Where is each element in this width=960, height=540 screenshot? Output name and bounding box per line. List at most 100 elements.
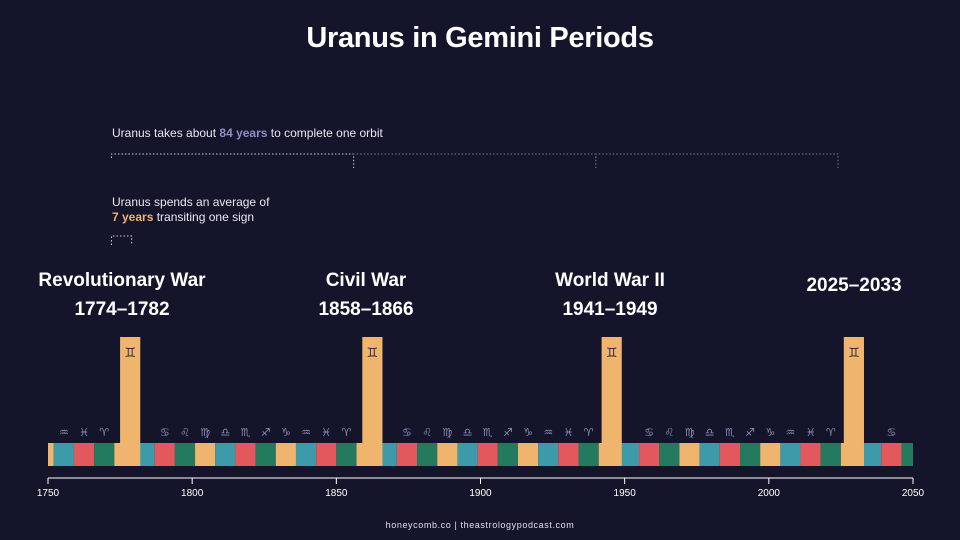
event-label-world-war-ii: World War II 1941–1949 [500, 269, 720, 322]
zodiac-sign-icon: ♎ [705, 426, 715, 439]
sign-segment [780, 443, 801, 466]
gemini-period-bar [362, 337, 383, 466]
zodiac-sign-icon: ♓ [564, 426, 574, 439]
sign-segment [760, 443, 781, 466]
gemini-icon: ♊ [367, 346, 379, 361]
orbit-note-suffix: to complete one orbit [267, 126, 383, 140]
sign-segment [861, 443, 882, 466]
event-years: 2025–2033 [806, 275, 902, 296]
zodiac-sign-icon: ♍ [685, 426, 695, 439]
sign-segment [881, 443, 902, 466]
zodiac-sign-icon: ♐ [261, 426, 271, 439]
zodiac-sign-icon: ♍ [200, 426, 210, 439]
sign-segment [437, 443, 458, 466]
page-title: Uranus in Gemini Periods [306, 22, 654, 54]
axis-tick-label: 1900 [469, 488, 492, 499]
zodiac-sign-icon: ♎ [463, 426, 473, 439]
zodiac-sign-icon: ♒ [301, 426, 311, 439]
sign-segment [457, 443, 478, 466]
sign-note: Uranus spends an average of 7 years tran… [112, 195, 269, 225]
sign-note-line1: Uranus spends an average of [112, 195, 270, 209]
sign-segment [558, 443, 579, 466]
sign-segment [639, 443, 660, 466]
sign-segment [94, 443, 115, 466]
sign-segment [618, 443, 640, 466]
zodiac-sign-icon: ♋ [886, 426, 896, 439]
sign-segment [336, 443, 357, 466]
sign-segment [48, 443, 54, 466]
zodiac-sign-icon: ♑ [765, 426, 775, 439]
zodiac-sign-icon: ♒ [543, 426, 553, 439]
zodiac-sign-icon: ♎ [220, 426, 230, 439]
zodiac-sign-icon: ♐ [503, 426, 513, 439]
zodiac-sign-icon: ♓ [321, 426, 331, 439]
gemini-icon: ♊ [848, 346, 860, 361]
event-years: 1774–1782 [74, 299, 170, 320]
sign-segment [538, 443, 559, 466]
footer-credits: honeycomb.co | theastrologypodcast.com [385, 520, 575, 530]
zodiac-sign-icon: ♑ [281, 426, 291, 439]
sign-segment [578, 443, 599, 466]
zodiac-sign-icon: ♍ [442, 426, 452, 439]
zodiac-sign-icon: ♋ [402, 426, 412, 439]
sign-note-suffix: transiting one sign [153, 210, 255, 224]
gemini-period-bar [120, 337, 141, 466]
gemini-period-bar [843, 337, 864, 466]
gemini-period-bar [601, 337, 622, 466]
sign-bracket [110, 235, 133, 245]
zodiac-sign-icon: ♓ [806, 426, 816, 439]
sign-segment [195, 443, 216, 466]
sign-segment [901, 443, 913, 466]
axis-tick-label: 1750 [37, 488, 60, 499]
event-name: Revolutionary War [38, 270, 206, 291]
sign-segment [154, 443, 175, 466]
orbit-bracket [110, 153, 355, 168]
sign-segment [517, 443, 539, 466]
sign-segment [477, 443, 498, 466]
zodiac-sign-icon: ♈ [341, 426, 351, 439]
sign-segment [215, 443, 236, 466]
zodiac-sign-icon: ♌ [180, 426, 190, 439]
zodiac-sign-icon: ♈ [826, 426, 836, 439]
sign-segment [659, 443, 680, 466]
orbit-bracket [353, 153, 597, 168]
zodiac-sign-icon: ♋ [644, 426, 654, 439]
sign-segment [275, 443, 296, 466]
event-name: World War II [555, 270, 665, 291]
sign-segment [699, 443, 720, 466]
event-name: Civil War [325, 270, 407, 291]
sign-segment [235, 443, 256, 466]
zodiac-sign-icon: ♒ [59, 426, 69, 439]
gemini-icon: ♊ [124, 346, 136, 361]
zodiac-sign-icon: ♏ [483, 426, 493, 439]
event-label-future: 2025–2033 [744, 269, 960, 298]
orbit-note-highlight: 84 years [219, 126, 268, 140]
zodiac-sign-icon: ♑ [523, 426, 533, 439]
axis-tick-label: 1950 [614, 488, 637, 499]
zodiac-sign-icon: ♋ [160, 426, 170, 439]
gemini-icon: ♊ [606, 346, 618, 361]
event-years: 1858–1866 [318, 299, 414, 320]
axis-tick-label: 1800 [181, 488, 204, 499]
event-label-revolutionary-war: Revolutionary War 1774–1782 [12, 269, 232, 322]
sign-segment [820, 443, 841, 466]
orbit-note: Uranus takes about 84 years to complete … [112, 126, 383, 141]
sign-segment [679, 443, 700, 466]
zodiac-sign-icon: ♏ [241, 426, 251, 439]
event-label-civil-war: Civil War 1858–1866 [256, 269, 476, 322]
axis-tick-label: 2050 [902, 488, 925, 499]
zodiac-sign-icon: ♈ [584, 426, 594, 439]
sign-segment [316, 443, 337, 466]
sign-segment [73, 443, 95, 466]
orbit-bracket [595, 153, 839, 168]
zodiac-sign-icon: ♓ [79, 426, 89, 439]
event-years: 1941–1949 [562, 299, 658, 320]
sign-segment [295, 443, 317, 466]
sign-note-highlight: 7 years [112, 210, 154, 224]
sign-segment [417, 443, 438, 466]
sign-segment [740, 443, 761, 466]
zodiac-sign-icon: ♐ [745, 426, 755, 439]
sign-segment [800, 443, 821, 466]
zodiac-sign-icon: ♒ [786, 426, 796, 439]
